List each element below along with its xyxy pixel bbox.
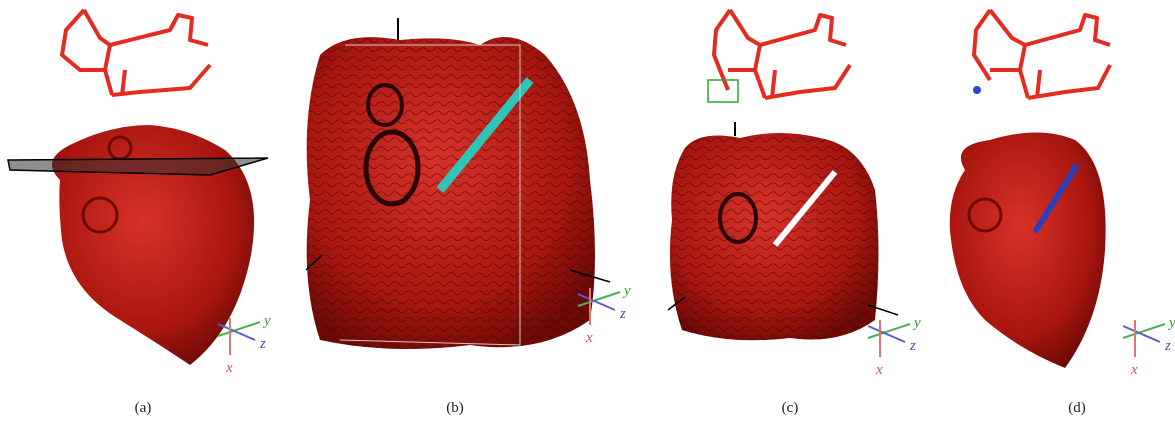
axis-label-z: z (1164, 338, 1171, 354)
axis-label-y: y (622, 283, 631, 299)
heart (950, 133, 1106, 369)
panel-c (668, 10, 898, 340)
contours (307, 37, 595, 349)
caption: (d) (1068, 400, 1086, 416)
axis-label-z: z (259, 336, 266, 352)
axis-label-y: y (262, 313, 271, 329)
axis-label-z: z (619, 306, 626, 322)
contours (670, 133, 879, 340)
axis-label-y: y (1167, 315, 1175, 331)
panel-b (306, 18, 610, 349)
vessel-tree (62, 10, 210, 95)
marker (973, 86, 981, 94)
caption: (b) (446, 400, 464, 416)
axis-label-x: x (225, 360, 233, 376)
axis-label-z: z (909, 338, 916, 354)
caption: (a) (135, 400, 152, 416)
vessel-tree (974, 10, 1110, 98)
axis-label-x: x (875, 362, 883, 378)
panel-a (8, 10, 268, 365)
axis-triad: yz x (868, 315, 921, 378)
vessel-tree (714, 10, 850, 98)
highlight-box (708, 80, 738, 102)
axis-label-x: x (585, 330, 593, 346)
axis-label-x: x (1130, 362, 1138, 378)
axis-triad: yz x (1123, 315, 1175, 378)
figure: (a)yzx(b)yzx(c)yzx(d)yzx (0, 0, 1175, 427)
caption: (c) (782, 400, 799, 416)
panel-d (950, 10, 1110, 368)
axis-label-y: y (912, 315, 921, 331)
